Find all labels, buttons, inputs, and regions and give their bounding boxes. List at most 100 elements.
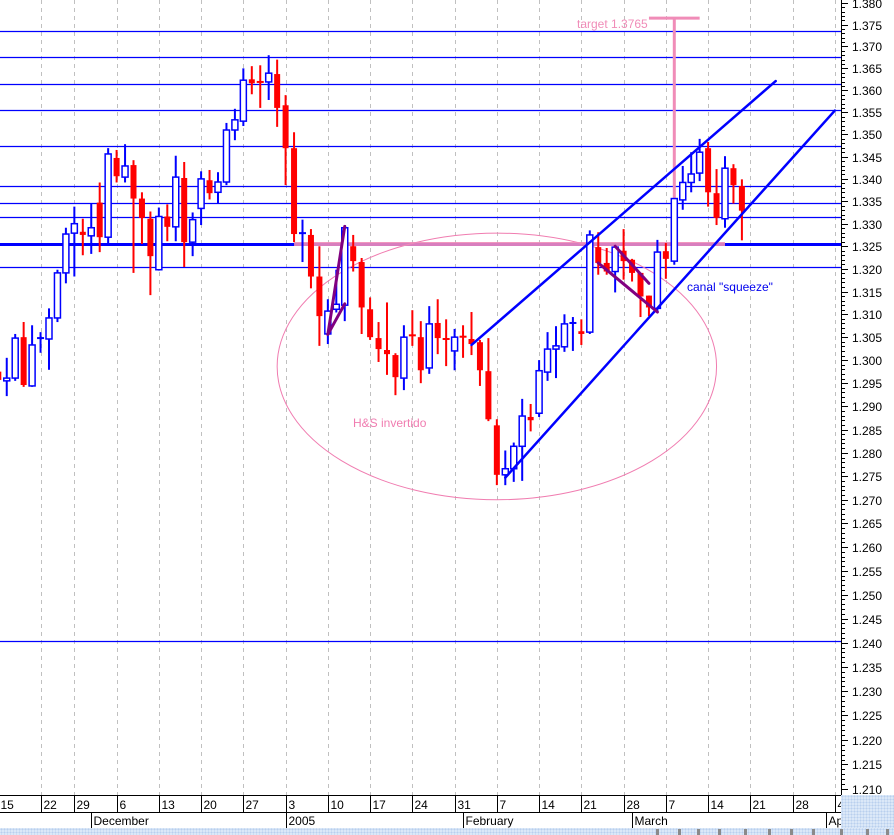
x-month-label: December (94, 814, 149, 828)
channel-label: canal "squeeze" (687, 280, 773, 294)
x-tick-label: 28 (796, 798, 810, 812)
candle-body (28, 344, 36, 387)
candle-body (264, 72, 273, 83)
toolbar-icon[interactable] (678, 829, 681, 835)
x-tick-label: 14 (542, 798, 556, 812)
candle (586, 230, 594, 334)
x-tick-label: 28 (627, 798, 641, 812)
y-tick-label: 1.345 (852, 151, 882, 165)
candle (274, 59, 281, 127)
candle (705, 141, 712, 207)
candle-body (307, 234, 314, 277)
y-axis: 1.210 1.215 1.220 1.225 1.230 1.235 1.240 1.245… (841, 0, 894, 797)
candle-body (493, 425, 500, 475)
x-tick-label: 24 (415, 798, 429, 812)
candle-body (392, 355, 399, 378)
candle (316, 246, 323, 346)
candle (3, 357, 11, 397)
candle (181, 161, 188, 268)
y-tick-label: 1.215 (852, 758, 882, 772)
candle-body (197, 178, 205, 210)
candle (113, 149, 120, 183)
candle-body (468, 338, 475, 345)
x-tick-label: 7 (669, 798, 676, 812)
candle-body (248, 79, 255, 84)
annotations-lines (326, 79, 837, 479)
toolbar-icon[interactable] (697, 829, 700, 835)
candle (569, 317, 577, 351)
x-month-label: March (635, 814, 668, 828)
candle-body (291, 148, 298, 235)
candle-body (172, 176, 180, 228)
y-tick-label: 1.360 (852, 84, 882, 98)
toolbar-icon[interactable] (656, 829, 659, 835)
candle-body (485, 371, 492, 420)
candle (408, 310, 416, 346)
y-tick-label: 1.350 (852, 128, 882, 142)
candle (392, 353, 399, 396)
candle (527, 403, 534, 432)
candle-body (45, 317, 53, 340)
candle-body (79, 231, 86, 235)
x-tick-label: 27 (246, 798, 260, 812)
flag-february-line (613, 244, 651, 285)
candle-body (147, 218, 154, 257)
candle (239, 68, 248, 127)
candle (384, 302, 390, 375)
candle (375, 322, 382, 362)
toolbar-icon[interactable] (744, 829, 747, 835)
candle (687, 152, 695, 193)
candle-body (316, 276, 323, 317)
toolbar-icon[interactable] (790, 829, 793, 835)
candle-body (552, 345, 560, 350)
candle-body (164, 216, 171, 227)
candle-body (738, 186, 745, 211)
candle-body (181, 178, 188, 243)
candle-body (350, 246, 357, 262)
x-tick-label: 13 (162, 798, 176, 812)
candle-body (375, 338, 382, 350)
candle (442, 319, 450, 367)
toolbar-icon[interactable] (812, 829, 815, 835)
toolbar-icon[interactable] (886, 829, 889, 835)
x-tick-label: 17 (373, 798, 387, 812)
y-tick-label: 1.265 (852, 517, 882, 531)
y-tick-label: 1.355 (852, 106, 882, 120)
candle-body (3, 377, 11, 382)
candle-body (11, 337, 19, 379)
candle-body (113, 157, 120, 177)
candles (0, 55, 745, 486)
y-tick-label: 1.220 (852, 734, 882, 748)
toolbar-icon[interactable] (768, 829, 771, 835)
candle-body (104, 153, 112, 238)
toolbar-icon[interactable] (840, 829, 843, 835)
candle-body (695, 151, 704, 174)
y-tick-label: 1.240 (852, 637, 882, 651)
y-tick-label: 1.370 (852, 40, 882, 54)
candle (611, 245, 619, 293)
toolbar-icon[interactable] (718, 829, 721, 835)
candle (70, 206, 79, 277)
candle (485, 338, 492, 422)
candle (282, 95, 289, 186)
candle-body (20, 337, 27, 386)
x-month-label: 2005 (289, 814, 316, 828)
candle-body (400, 336, 408, 379)
candle-body (0, 371, 2, 380)
candle-body (62, 233, 70, 274)
candle-body (450, 336, 459, 352)
candle (130, 160, 137, 273)
candle-body (367, 309, 374, 338)
x-tick-label: 20 (204, 798, 218, 812)
candle (459, 325, 467, 358)
candle (256, 65, 264, 108)
x-tick-label: 7 (500, 798, 507, 812)
toolbar-icon[interactable] (866, 829, 869, 835)
candle (670, 197, 679, 265)
candle (11, 333, 19, 381)
candle-body (603, 262, 610, 272)
toolbar-strip (0, 828, 894, 835)
y-tick-label: 1.280 (852, 447, 882, 461)
candle (121, 144, 129, 183)
candle (87, 203, 95, 254)
